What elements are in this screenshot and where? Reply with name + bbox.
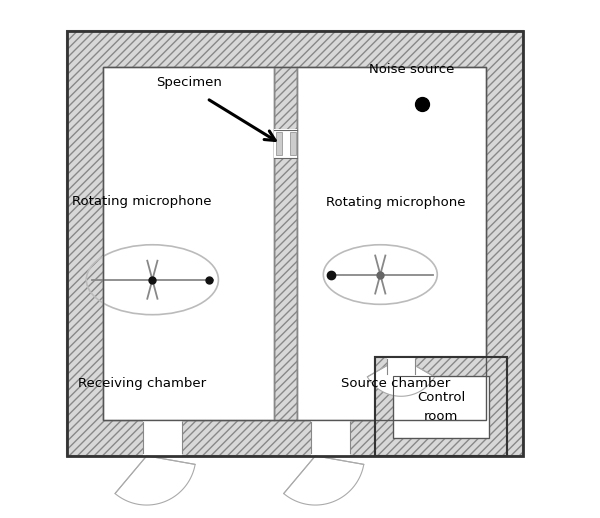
Text: Specimen: Specimen [155, 76, 221, 90]
Bar [67, 31, 523, 456]
Bar [393, 376, 489, 438]
Bar [375, 357, 507, 456]
Text: Rotating microphone: Rotating microphone [72, 195, 212, 208]
Polygon shape [115, 456, 195, 505]
Bar [311, 420, 350, 456]
Text: Rotating microphone: Rotating microphone [326, 196, 466, 209]
Bar [103, 67, 487, 420]
Bar [274, 67, 298, 420]
Bar [387, 357, 415, 376]
Bar [375, 357, 507, 456]
Bar [393, 376, 489, 438]
Bar [103, 67, 487, 420]
Text: Receiving chamber: Receiving chamber [78, 377, 206, 390]
Text: Control
room: Control room [417, 391, 465, 423]
Bar [143, 420, 182, 456]
Text: Noise source: Noise source [368, 63, 454, 77]
Text: Source chamber: Source chamber [341, 377, 451, 390]
Bar [67, 31, 523, 456]
Polygon shape [367, 357, 434, 396]
Bar [290, 132, 296, 155]
Bar [298, 67, 487, 420]
Bar [275, 132, 282, 155]
Bar [103, 67, 274, 420]
Bar [274, 130, 298, 158]
Polygon shape [284, 456, 364, 505]
